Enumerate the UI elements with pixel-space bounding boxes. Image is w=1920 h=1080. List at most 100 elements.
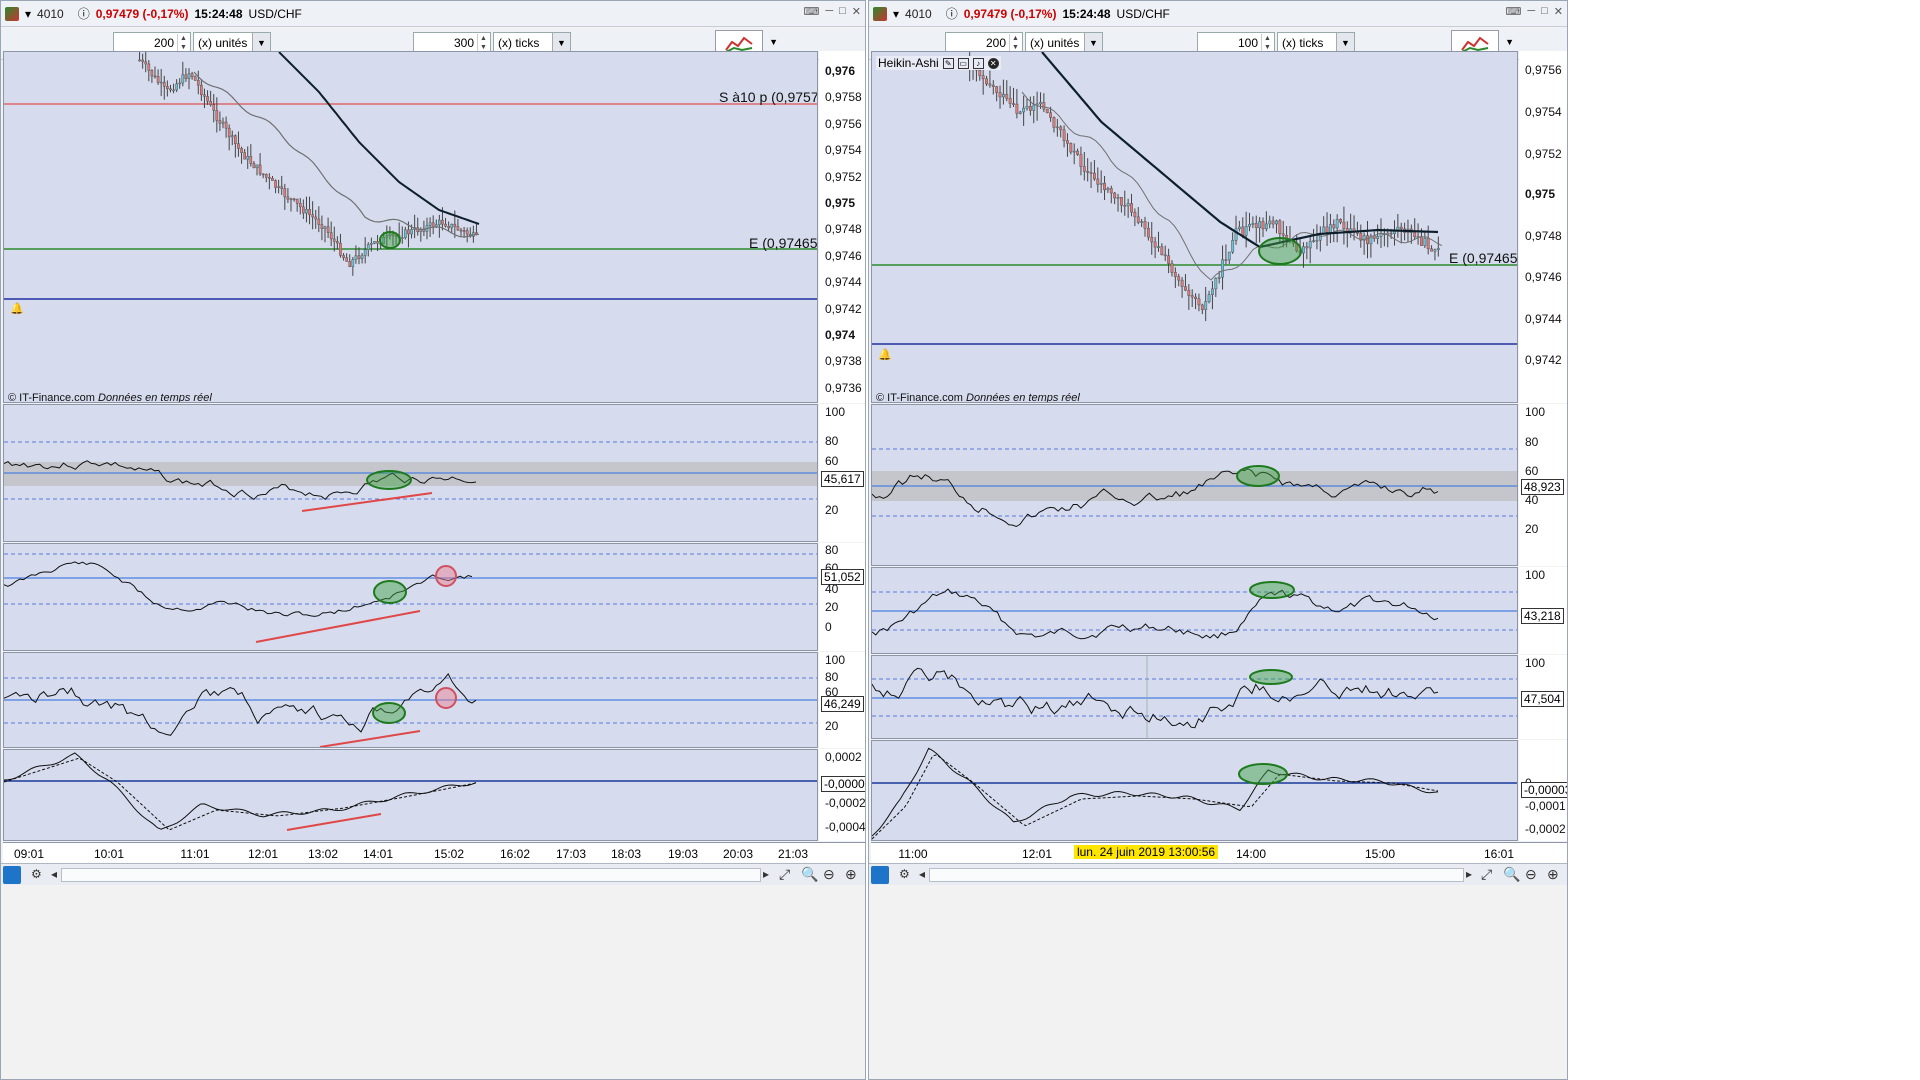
- zoom-fit-icon[interactable]: ⤢: [779, 866, 791, 882]
- scroll-right-icon[interactable]: ▸: [1466, 867, 1473, 881]
- right-indicator-2[interactable]: [871, 567, 1518, 654]
- time-tick-label: 19:03: [667, 847, 699, 861]
- candle-body: [1359, 233, 1363, 241]
- scroll-left-icon[interactable]: ◂: [919, 867, 926, 881]
- candle-body: [193, 76, 197, 81]
- candle-body: [1001, 93, 1005, 98]
- zoom-out-icon[interactable]: ⊖: [1525, 866, 1537, 882]
- candle-body: [382, 237, 386, 244]
- ticks-select[interactable]: (x) ticks ▼: [1277, 32, 1355, 54]
- chart-app-icon[interactable]: [873, 6, 887, 21]
- candle-body: [1150, 236, 1154, 243]
- zoom-search-icon[interactable]: 🔍: [1503, 866, 1521, 882]
- maximize-icon[interactable]: □: [839, 5, 846, 17]
- alert-bell-icon[interactable]: 🔔: [10, 303, 24, 315]
- time-tick-label: 11:01: [180, 847, 210, 861]
- info-icon[interactable]: ⓘ: [945, 7, 958, 21]
- bell-icon[interactable]: ♪: [972, 57, 984, 69]
- candle-body: [169, 88, 172, 91]
- zoom-in-icon[interactable]: ⊕: [1547, 866, 1559, 882]
- settings-icon[interactable]: ⚙: [899, 867, 910, 881]
- close-icon[interactable]: ✕: [1553, 6, 1563, 18]
- minimize-icon[interactable]: ─: [1527, 5, 1536, 17]
- scroll-track[interactable]: [61, 868, 761, 882]
- axis-tick-label: 40: [1525, 493, 1539, 507]
- window-id: 4010: [37, 6, 64, 21]
- chevron-down-icon[interactable]: ▼: [769, 37, 778, 47]
- zoom-search-icon[interactable]: 🔍: [801, 866, 819, 882]
- share-icon[interactable]: [871, 866, 889, 884]
- candle-body: [283, 188, 287, 198]
- zoom-in-icon[interactable]: ⊕: [845, 866, 857, 882]
- chevron-down-icon[interactable]: ▼: [1505, 37, 1514, 47]
- candle-body: [1210, 288, 1214, 295]
- dropdown-arrow-icon[interactable]: ▾: [25, 6, 32, 21]
- dropdown-arrow-icon[interactable]: ▾: [893, 6, 900, 21]
- units-select[interactable]: (x) unités ▼: [1025, 32, 1103, 54]
- candle-body: [206, 96, 209, 102]
- right-indicator-3[interactable]: [871, 655, 1518, 739]
- chart-app-icon[interactable]: [5, 6, 19, 21]
- wrench-icon[interactable]: ✎: [942, 57, 954, 69]
- candle-body: [141, 59, 144, 62]
- candle-body: [1099, 182, 1103, 185]
- signal-ellipse: [1236, 465, 1280, 487]
- candle-body: [339, 242, 342, 256]
- minimize-icon[interactable]: ─: [825, 5, 834, 17]
- remove-icon[interactable]: ✕: [987, 57, 999, 69]
- axis-tick-label: -0,0002: [825, 796, 866, 810]
- scroll-right-icon[interactable]: ▸: [763, 867, 770, 881]
- left-indicator-1[interactable]: [3, 404, 818, 542]
- right-price-pane[interactable]: Heikin-Ashi✎▭♪✕ E (0,974657) 🔔 © IT-Fina…: [871, 51, 1518, 403]
- candle-body: [1123, 204, 1127, 207]
- candle-body: [175, 83, 178, 91]
- candle-body: [166, 86, 169, 90]
- candle-body: [1052, 117, 1056, 128]
- ticks-stepper[interactable]: 300 ▲ ▼: [413, 32, 491, 54]
- level-e-label: E (0,974657): [749, 235, 818, 251]
- maximize-icon[interactable]: □: [1541, 5, 1548, 17]
- candle-body: [190, 73, 194, 77]
- units-select[interactable]: (x) unités ▼: [193, 32, 271, 54]
- zoom-out-icon[interactable]: ⊖: [823, 866, 835, 882]
- candle-body: [1312, 240, 1316, 242]
- candle-body: [1163, 254, 1167, 257]
- scroll-left-icon[interactable]: ◂: [51, 867, 58, 881]
- left-ind1-axis: 1008060402045,617: [819, 404, 865, 542]
- candle-body: [326, 226, 330, 233]
- candle-body: [298, 203, 302, 208]
- info-icon[interactable]: ⓘ: [77, 7, 90, 21]
- candle-body: [428, 222, 432, 226]
- zoom-fit-icon[interactable]: ⤢: [1481, 866, 1493, 882]
- left-indicator-3[interactable]: [3, 652, 818, 748]
- clock-time: 15:24:48: [194, 6, 243, 21]
- heikin-ashi-label[interactable]: Heikin-Ashi ✎ ▭ ♪ ✕: [876, 56, 1001, 70]
- settings-icon[interactable]: ⚙: [31, 867, 42, 881]
- candle-body: [215, 110, 219, 121]
- scroll-track[interactable]: [929, 868, 1464, 882]
- axis-tick-label: 20: [1525, 522, 1539, 536]
- keyboard-icon[interactable]: ⌨: [803, 6, 820, 18]
- candle-body: [277, 186, 280, 188]
- candle-body: [311, 214, 314, 218]
- axis-tick-label: 80: [825, 543, 839, 557]
- candle-body: [243, 152, 246, 160]
- right-indicator-1[interactable]: [871, 404, 1518, 566]
- left-indicator-2[interactable]: [3, 543, 818, 651]
- candle-body: [1207, 294, 1211, 302]
- candle-body: [1251, 223, 1255, 225]
- keyboard-icon[interactable]: ⌨: [1505, 6, 1522, 18]
- units-stepper[interactable]: 200 ▲ ▼: [113, 32, 191, 54]
- axis-tick-label: -0,0001: [1525, 799, 1566, 813]
- symbol-label: USD/CHF: [248, 6, 302, 21]
- right-indicator-4[interactable]: [871, 740, 1518, 841]
- candle-body: [1032, 104, 1036, 111]
- current-value-box: 48,923: [1521, 479, 1564, 495]
- close-icon[interactable]: ✕: [851, 6, 861, 18]
- alert-bell-icon[interactable]: 🔔: [878, 349, 892, 361]
- window-icon[interactable]: ▭: [957, 57, 969, 69]
- left-indicator-4[interactable]: [3, 749, 818, 841]
- share-icon[interactable]: [3, 866, 21, 884]
- candle-body: [1079, 154, 1083, 167]
- left-price-pane[interactable]: S à10 p (0,97576) E (0,974657) 🔔 © IT-Fi…: [3, 51, 818, 403]
